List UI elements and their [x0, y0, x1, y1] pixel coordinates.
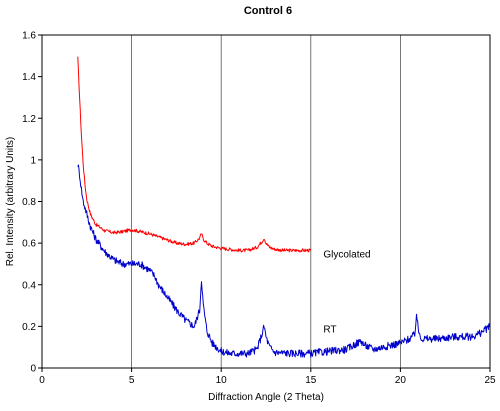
series-line-rt	[77, 164, 491, 358]
y-tick-label: 1.4	[22, 72, 36, 83]
y-tick-label: 0.6	[22, 239, 36, 250]
series-label-glycolated: Glycolated	[323, 250, 370, 261]
y-tick-label: 1	[30, 155, 36, 166]
y-tick-label: 0	[30, 364, 36, 375]
y-tick-label: 0.2	[22, 322, 36, 333]
x-axis-label: Diffraction Angle (2 Theta)	[208, 392, 324, 403]
series-line-glycolated	[77, 56, 312, 253]
y-tick-label: 0.8	[22, 197, 36, 208]
y-tick-label: 0.4	[22, 280, 36, 291]
y-tick-label: 1.6	[22, 31, 36, 42]
chart-title: Control 6	[244, 5, 292, 17]
y-tick-label: 1.2	[22, 114, 36, 125]
x-tick-label: 15	[305, 375, 317, 386]
series-label-rt: RT	[323, 324, 336, 335]
y-axis-label: Rel. Intensity (arbitrary Units)	[5, 137, 16, 266]
x-tick-label: 25	[484, 375, 496, 386]
y-axis-ticks: 0 0.2 0.4 0.6 0.8 1 1.2 1.4 1.6	[22, 31, 42, 375]
x-tick-label: 0	[39, 375, 45, 386]
series-layer	[77, 56, 491, 358]
x-axis-ticks: 0 5 10 15 20 25	[39, 368, 496, 386]
x-tick-label: 20	[395, 375, 407, 386]
grid-lines	[131, 35, 401, 368]
series-labels: Glycolated RT	[323, 250, 370, 336]
x-tick-label: 10	[216, 375, 228, 386]
x-tick-label: 5	[129, 375, 135, 386]
plot-frame	[41, 34, 491, 369]
